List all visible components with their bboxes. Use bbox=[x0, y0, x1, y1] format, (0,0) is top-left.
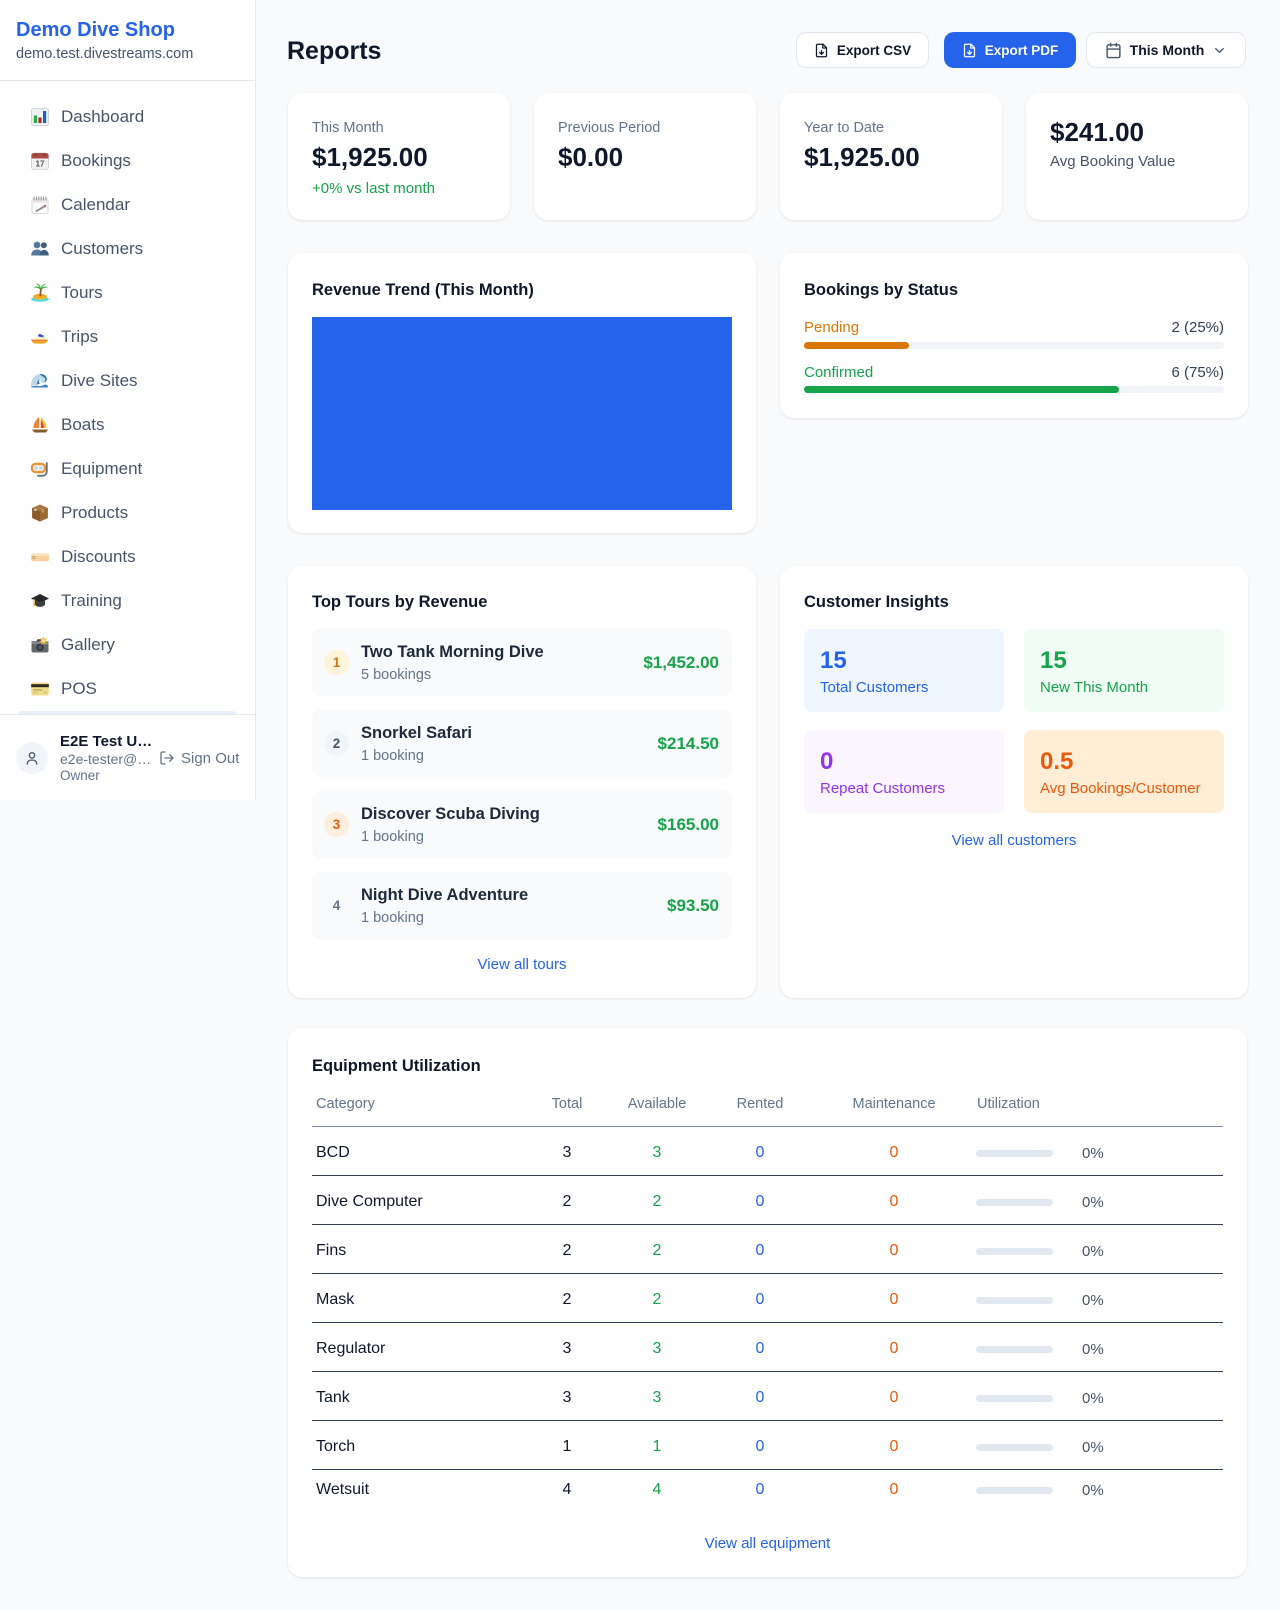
svg-text:17: 17 bbox=[36, 160, 45, 169]
